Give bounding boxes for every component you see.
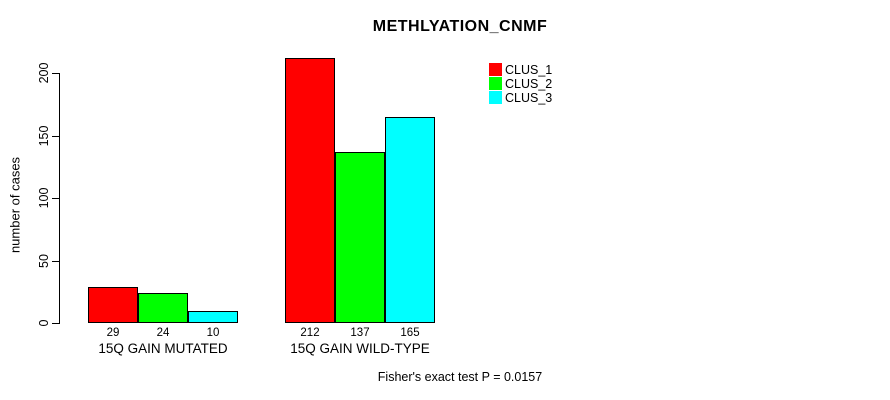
legend-swatch-clus_3 <box>489 91 502 104</box>
y-tick-label: 100 <box>37 187 51 209</box>
y-axis-line <box>59 73 60 324</box>
y-tick-label: 200 <box>37 62 51 84</box>
legend-swatch-clus_1 <box>489 63 502 76</box>
y-tick <box>52 260 59 262</box>
bar-clus_1 <box>88 286 138 323</box>
y-tick <box>52 198 59 199</box>
bar-clus_2 <box>335 151 385 323</box>
bar-value-label: 24 <box>156 327 170 339</box>
bar-value-label: 10 <box>206 327 220 339</box>
legend-item: CLUS_1 <box>489 62 553 77</box>
stat-annotation: Fisher's exact test P = 0.0157 <box>377 370 543 384</box>
y-tick <box>52 135 59 137</box>
category-label: 15Q GAIN MUTATED <box>98 341 228 356</box>
y-tick <box>52 73 59 74</box>
y-tick-label: 150 <box>37 125 51 146</box>
bar-clus_1 <box>285 58 335 323</box>
chart-title: METHLYATION_CNMF <box>372 18 548 35</box>
bar-clus_3 <box>188 310 238 323</box>
bar-value-label: 212 <box>300 327 320 339</box>
bar-value-label: 165 <box>400 327 420 339</box>
category-label: 15Q GAIN WILD-TYPE <box>290 341 430 356</box>
legend-item: CLUS_2 <box>489 76 553 91</box>
legend-label: CLUS_1 <box>505 62 553 77</box>
y-axis-title: number of cases <box>7 156 23 254</box>
y-tick-label: 0 <box>37 319 51 327</box>
legend-swatch-clus_2 <box>489 77 502 90</box>
bar-value-label: 29 <box>106 327 120 339</box>
legend-label: CLUS_2 <box>505 76 553 91</box>
legend-item: CLUS_3 <box>489 90 553 105</box>
y-tick-label: 50 <box>37 253 51 268</box>
y-tick <box>52 323 59 324</box>
bar-clus_3 <box>385 116 435 323</box>
bar-value-label: 137 <box>350 327 370 339</box>
bar-clus_2 <box>138 293 188 323</box>
legend-label: CLUS_3 <box>505 90 553 105</box>
